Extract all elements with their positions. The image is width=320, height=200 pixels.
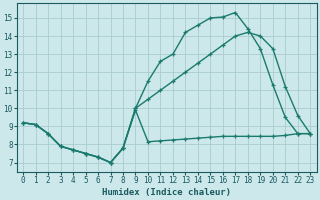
X-axis label: Humidex (Indice chaleur): Humidex (Indice chaleur) [102, 188, 231, 197]
